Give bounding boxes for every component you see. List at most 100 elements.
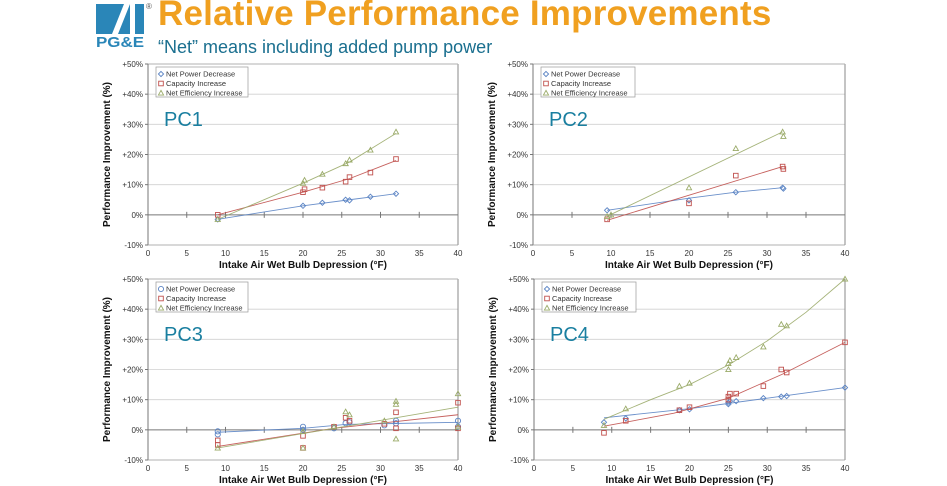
- y-tick-label: +10%: [507, 181, 528, 190]
- data-point-triangle: [214, 215, 222, 222]
- data-point-triangle: [777, 320, 785, 327]
- data-point-circle: [157, 285, 165, 293]
- trend-line: [606, 131, 783, 217]
- logo-text: PG&E: [96, 34, 144, 48]
- x-tick-label: 35: [415, 464, 424, 473]
- data-point-triangle: [342, 408, 349, 415]
- data-point-triangle: [686, 379, 693, 386]
- y-tick-label: 0%: [516, 211, 528, 220]
- legend-box: [155, 281, 249, 313]
- data-point-triangle: [301, 176, 308, 183]
- data-point-triangle: [780, 132, 787, 139]
- y-tick-label: 0%: [131, 211, 143, 220]
- data-point-circle: [214, 431, 221, 438]
- legend-label: Capacity Increase: [552, 294, 612, 303]
- data-point-square: [601, 430, 607, 436]
- y-tick-label: +40%: [122, 305, 143, 314]
- x-tick-label: 40: [454, 249, 463, 258]
- x-tick-label: 40: [454, 464, 463, 473]
- series-net-power-decrease: [603, 184, 787, 214]
- x-tick-label: 25: [724, 249, 733, 258]
- panel-label: PC1: [164, 109, 203, 131]
- y-tick-label: -10%: [510, 456, 529, 465]
- y-tick-label: +50%: [122, 275, 143, 284]
- data-point-square: [301, 186, 308, 192]
- x-tick-label: 0: [146, 464, 151, 473]
- y-tick-label: +20%: [122, 151, 143, 160]
- x-tick-label: 15: [260, 464, 269, 473]
- x-tick-label: 5: [185, 249, 190, 258]
- x-axis-title: Intake Air Wet Bulb Depression (°F): [219, 260, 387, 271]
- data-point-triangle: [685, 184, 693, 191]
- data-point-diamond: [542, 70, 550, 78]
- data-point-triangle: [392, 400, 400, 407]
- series-net-efficiency-increase: [214, 128, 400, 222]
- data-point-square: [393, 409, 399, 416]
- x-tick-label: 20: [685, 464, 694, 473]
- data-point-square: [300, 189, 306, 195]
- trend-line: [603, 278, 846, 420]
- trend-line: [217, 160, 397, 216]
- data-point-square: [676, 407, 683, 413]
- y-axis-title: Performance Improvement (%): [102, 297, 113, 442]
- series-net-power-decrease: [214, 190, 400, 223]
- x-tick-label: 0: [146, 249, 151, 258]
- data-point-triangle: [157, 304, 165, 311]
- data-point-diamond: [342, 196, 349, 203]
- data-point-triangle: [543, 304, 551, 311]
- chart-pc1: -10% 0% +10% +20% +30% +40% +50% 0 5 10 15 20 25 30 35…: [102, 60, 463, 271]
- data-point-diamond: [783, 392, 790, 400]
- y-tick-label: +50%: [122, 60, 143, 69]
- data-point-square: [733, 172, 739, 179]
- legend-label: Capacity Increase: [166, 79, 226, 88]
- legend-label: Capacity Increase: [551, 79, 611, 88]
- x-tick-label: 15: [260, 249, 269, 258]
- legend-label: Net Efficiency Increase: [551, 89, 628, 98]
- data-point-triangle: [676, 382, 683, 389]
- x-tick-label: 10: [221, 464, 230, 473]
- data-point-triangle: [299, 179, 307, 186]
- data-point-square: [725, 396, 732, 403]
- data-point-diamond: [760, 394, 767, 402]
- data-point-triangle: [392, 128, 400, 135]
- data-point-triangle: [299, 444, 307, 451]
- data-point-circle: [214, 428, 221, 435]
- data-point-triangle: [542, 89, 550, 96]
- x-tick-label: 40: [841, 464, 850, 473]
- y-tick-label: +10%: [122, 181, 143, 190]
- data-point-square: [455, 399, 461, 406]
- trend-line: [217, 406, 459, 449]
- legend-label: Net Power Decrease: [166, 285, 235, 294]
- data-point-diamond: [778, 393, 785, 400]
- legend-label: Net Efficiency Increase: [166, 304, 243, 313]
- x-tick-label: 10: [221, 249, 230, 258]
- data-point-square: [727, 390, 733, 397]
- data-point-triangle: [346, 411, 353, 418]
- data-point-diamond: [732, 397, 740, 405]
- y-tick-label: +30%: [507, 120, 528, 129]
- y-tick-label: +30%: [122, 335, 143, 344]
- y-axis-title: Performance Improvement (%): [102, 82, 113, 227]
- page-subtitle: “Net” means including added pump power: [158, 37, 493, 57]
- x-tick-label: 10: [607, 464, 616, 473]
- y-tick-label: +30%: [508, 335, 529, 344]
- trend-line: [603, 341, 846, 427]
- legend-label: Net Efficiency Increase: [166, 89, 243, 98]
- trend-line: [217, 133, 397, 220]
- data-point-triangle: [346, 156, 353, 163]
- series-net-efficiency-increase: [603, 128, 787, 219]
- x-tick-label: 35: [415, 249, 424, 258]
- data-point-triangle: [622, 405, 630, 412]
- data-point-triangle: [319, 170, 326, 177]
- y-axis-title: Performance Improvement (%): [488, 297, 499, 442]
- data-point-square: [367, 169, 374, 176]
- x-tick-label: 35: [802, 464, 811, 473]
- data-point-triangle: [732, 353, 740, 360]
- data-point-diamond: [299, 202, 307, 210]
- series-net-efficiency-increase: [600, 275, 849, 428]
- x-tick-label: 25: [337, 464, 346, 473]
- x-tick-label: 30: [376, 464, 385, 473]
